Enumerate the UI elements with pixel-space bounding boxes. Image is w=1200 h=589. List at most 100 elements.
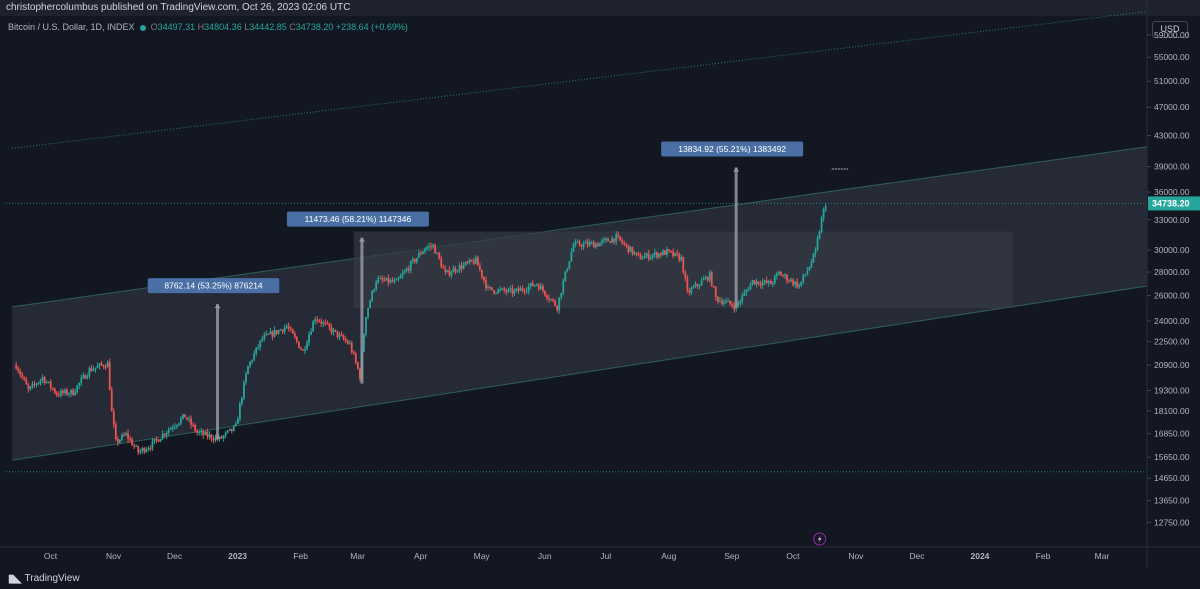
candle-body — [493, 290, 496, 294]
footer-bar — [0, 568, 1200, 589]
candle-body — [442, 267, 445, 269]
event-lightning-bolt-icon — [817, 535, 822, 543]
upper-dotted-trendline — [12, 10, 1148, 149]
tradingview-logo[interactable]: ▮◣ TradingView — [8, 572, 80, 585]
candle-body — [800, 281, 803, 286]
candle-body — [788, 280, 790, 282]
candle-body — [297, 341, 300, 348]
candle-body — [509, 288, 512, 290]
symbol-name[interactable]: Bitcoin / U.S. Dollar, 1D, INDEX — [8, 22, 135, 32]
candle-body — [220, 436, 223, 439]
candle-body — [243, 382, 245, 399]
candle-body — [485, 280, 487, 288]
candle-body — [373, 289, 376, 292]
candle-body — [501, 288, 504, 290]
candle-body — [155, 439, 158, 441]
candle-body — [769, 280, 772, 285]
measure-label: 11473.46 (58.21%) 1147346 — [305, 214, 412, 224]
measure-bar — [734, 167, 738, 308]
price-chart[interactable]: 8762.14 (53.25%) 876214 11473.46 (58.21%)… — [0, 0, 1200, 568]
candle-body — [759, 284, 762, 286]
candle-body — [692, 286, 695, 289]
candle-body — [662, 250, 664, 256]
time-tick-label: Dec — [167, 551, 183, 561]
publisher-text: christophercolumbus published on Trading… — [6, 2, 351, 13]
candle-body — [751, 280, 754, 285]
candle-body — [377, 278, 380, 283]
candle-body — [19, 371, 22, 375]
candle-body — [190, 418, 192, 425]
measure-label: 13834.92 (55.21%) 1383492 — [678, 144, 786, 154]
measure-arrow-icon — [358, 237, 365, 242]
candle-body — [430, 246, 432, 248]
candle-body — [281, 329, 284, 332]
currency-button[interactable]: USD — [1152, 21, 1188, 38]
candle-body — [328, 323, 331, 328]
candle-body — [655, 252, 658, 258]
candle-body — [236, 418, 239, 424]
candle-body — [808, 267, 811, 271]
candle-body — [527, 286, 530, 291]
candle-body — [816, 238, 819, 250]
candle-body — [533, 284, 536, 287]
time-tick-label: Aug — [661, 551, 676, 561]
candle-body — [375, 282, 378, 290]
candle-body — [208, 434, 211, 437]
candle-body — [607, 238, 609, 242]
candle-body — [165, 432, 168, 436]
candle-body — [714, 287, 717, 298]
candle-body — [226, 430, 229, 433]
candle-body — [523, 290, 526, 292]
candle-body — [45, 382, 48, 384]
candle-body — [556, 305, 559, 311]
time-tick-label: Jul — [600, 551, 611, 561]
candle-body — [674, 252, 677, 256]
candle-body — [814, 249, 817, 254]
candle-body — [363, 334, 365, 352]
price-tick-label: 19300.00 — [1154, 385, 1190, 395]
candle-body — [802, 275, 805, 282]
candle-body — [171, 427, 174, 429]
candle-body — [139, 450, 142, 453]
candle-body — [265, 333, 268, 336]
candle-body — [330, 327, 333, 333]
candle-body — [411, 259, 414, 262]
candle-body — [609, 241, 611, 243]
candle-body — [818, 231, 821, 239]
candle-body — [267, 333, 270, 335]
candle-body — [106, 362, 109, 368]
publisher-bar: christophercolumbus published on Trading… — [0, 0, 1200, 16]
time-tick-label: Oct — [44, 551, 58, 561]
candle-body — [702, 279, 705, 281]
time-tick-label: Mar — [350, 551, 365, 561]
candle-body — [417, 253, 420, 258]
candle-body — [159, 439, 162, 442]
candle-body — [173, 426, 176, 428]
candle-body — [478, 265, 481, 270]
candle-body — [824, 206, 827, 210]
candle-body — [572, 244, 575, 252]
candle-body — [470, 259, 473, 262]
candle-body — [74, 392, 77, 396]
candle-body — [666, 249, 668, 255]
candle-body — [670, 250, 672, 252]
open-label: O — [150, 22, 158, 32]
candle-body — [794, 281, 797, 285]
candle-body — [765, 280, 768, 284]
price-tick-label: 26000.00 — [1154, 291, 1190, 301]
candle-body — [452, 268, 455, 273]
candle-body — [672, 251, 675, 256]
candle-body — [796, 281, 799, 288]
candle-body — [88, 368, 91, 376]
candle-body — [51, 387, 54, 389]
candle-body — [112, 411, 115, 425]
measure-label-box — [286, 211, 429, 227]
candle-body — [678, 254, 681, 261]
candle-body — [365, 316, 367, 335]
candle-body — [214, 437, 217, 441]
candle-body — [647, 253, 650, 259]
candle-body — [60, 390, 62, 396]
candle-body — [326, 323, 329, 325]
time-tick-label: Feb — [293, 551, 308, 561]
candle-body — [491, 287, 493, 291]
